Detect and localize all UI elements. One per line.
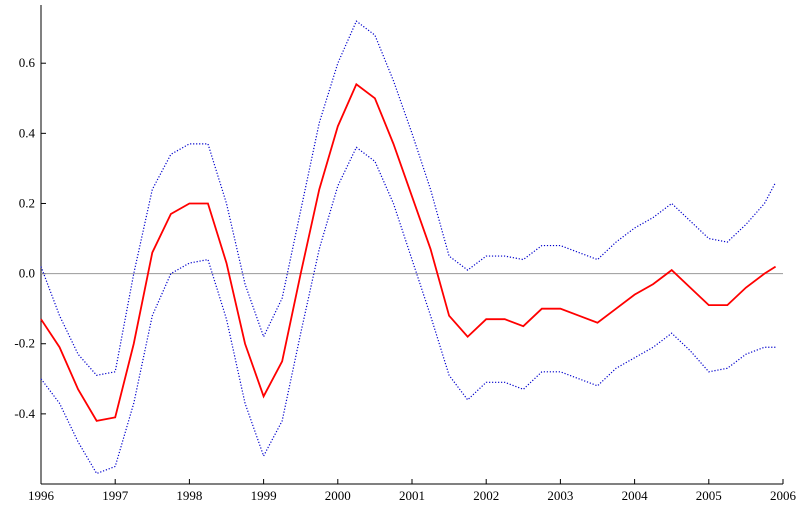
series-line	[40, 146, 776, 475]
x-tick-label: 1997	[102, 488, 129, 503]
x-tick-label: 2002	[473, 488, 499, 503]
y-tick-label: 0.4	[19, 125, 36, 140]
x-tick-label: 1999	[251, 488, 277, 503]
x-tick-label: 1996	[28, 488, 55, 503]
series-line	[40, 82, 777, 422]
x-tick-label: 2005	[696, 488, 722, 503]
x-tick-label: 2001	[399, 488, 425, 503]
x-tick-label: 1998	[176, 488, 202, 503]
x-tick-label: 2004	[622, 488, 649, 503]
x-tick-label: 2003	[547, 488, 573, 503]
y-tick-label: -0.2	[14, 336, 35, 351]
series-line	[40, 20, 777, 376]
x-tick-label: 2006	[770, 488, 797, 503]
y-tick-label: 0.6	[19, 55, 36, 70]
y-tick-label: -0.4	[14, 406, 35, 421]
y-tick-label: 0.2	[19, 195, 35, 210]
y-tick-label: 0.0	[19, 266, 35, 281]
x-tick-label: 2000	[325, 488, 351, 503]
